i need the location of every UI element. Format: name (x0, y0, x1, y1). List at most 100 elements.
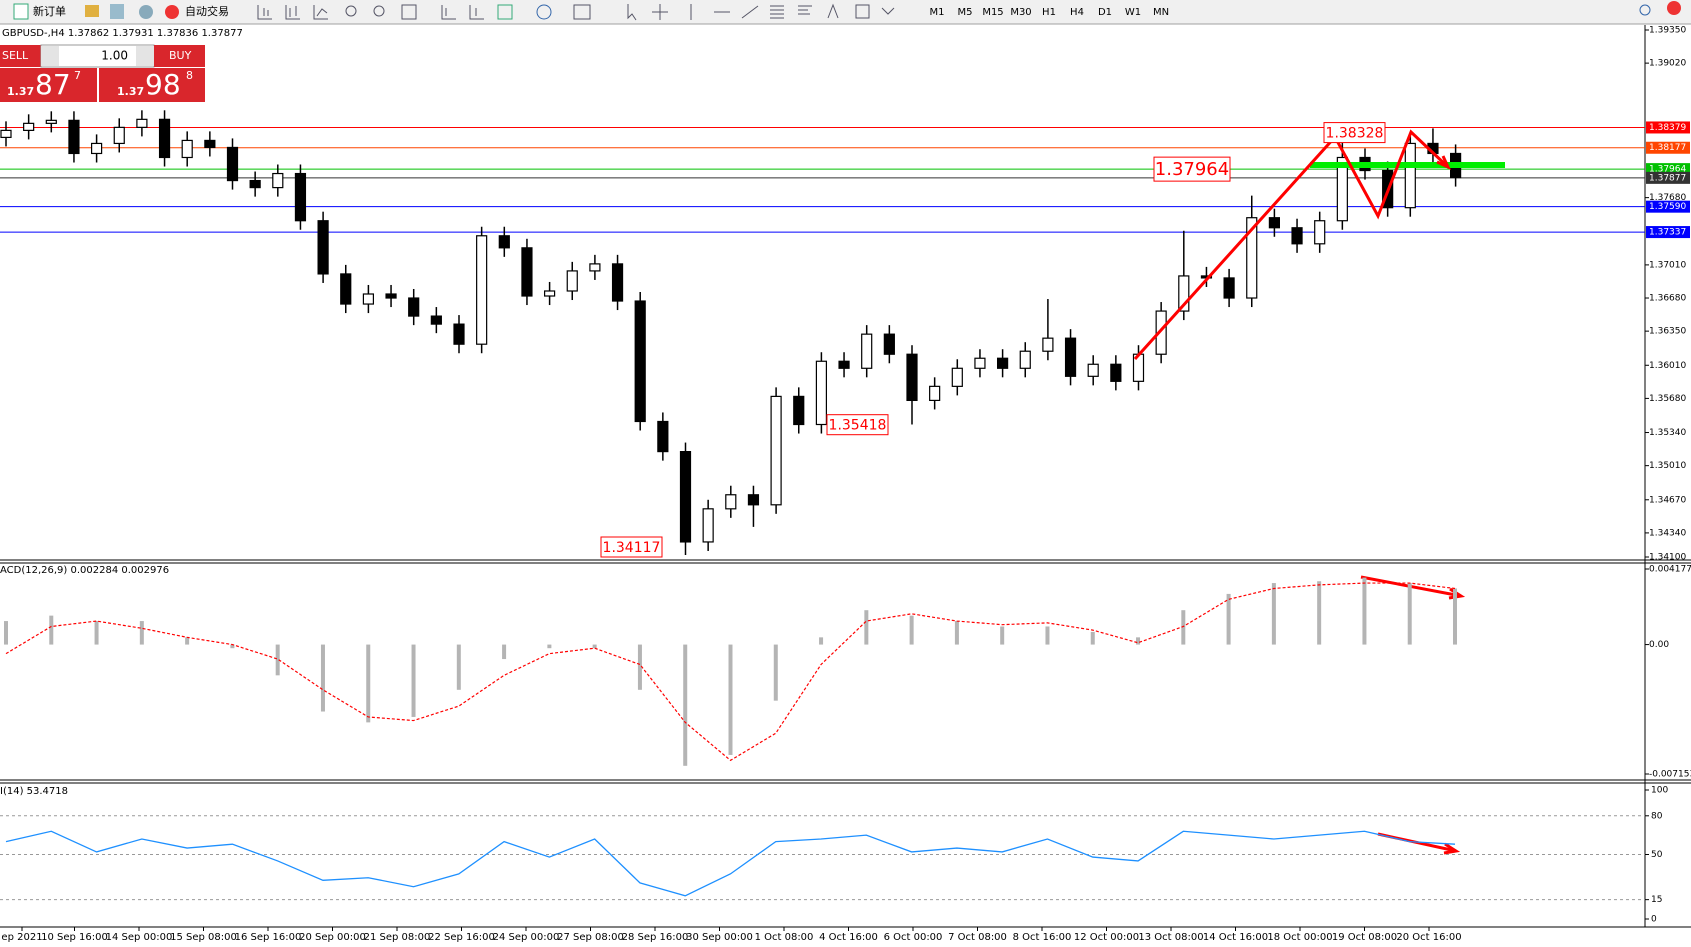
timeframe[interactable]: M30 (1010, 7, 1031, 18)
macd-bar (637, 644, 642, 690)
price-annotation-box (1323, 122, 1386, 144)
tool-icon[interactable] (345, 5, 357, 17)
macd-bar (1136, 637, 1141, 645)
price-annotation: 1.38328 (1326, 126, 1384, 142)
candle-body (679, 451, 692, 543)
y-tick-label: -0.007153 (1649, 770, 1691, 780)
x-tick-label: 15 Sep 08:00 (170, 932, 237, 943)
auto-trading[interactable]: 自动交易 (185, 4, 229, 18)
candle-body (385, 293, 397, 299)
macd-bar (547, 644, 552, 649)
candle-body (1155, 310, 1167, 355)
tool-icon[interactable] (573, 4, 591, 20)
macd-bar (456, 644, 461, 690)
sell-button[interactable] (0, 45, 41, 67)
notification-icon[interactable] (1667, 1, 1681, 15)
tool-icon[interactable] (257, 5, 272, 20)
arrow-tool[interactable] (881, 7, 895, 15)
timeframe[interactable]: H4 (1070, 7, 1084, 18)
candle-body (362, 293, 374, 305)
trendline-tool[interactable] (741, 5, 759, 19)
candle-body (340, 273, 352, 305)
macd-bar (320, 644, 325, 712)
y-tick-label: 1.35010 (1649, 461, 1686, 471)
sell-label[interactable]: SELL (2, 49, 29, 62)
price-annotation: 1.37964 (1155, 159, 1229, 180)
y-tick-label: 1.34340 (1649, 528, 1686, 538)
label-tool[interactable] (855, 4, 870, 19)
x-tick-label: 8 Oct 16:00 (1013, 932, 1072, 943)
lots-down[interactable] (41, 46, 59, 66)
candle-body (1246, 217, 1258, 299)
buy-label[interactable]: BUY (169, 49, 192, 62)
zigzag-line (1133, 129, 1450, 361)
tool-icon[interactable] (313, 5, 328, 20)
price-annotation-box (600, 536, 663, 558)
toolbar-bg (0, 0, 1691, 24)
timeframe[interactable]: W1 (1125, 7, 1141, 18)
x-tick-label: 24 Sep 00:00 (493, 932, 560, 943)
tool-icon[interactable] (110, 4, 124, 19)
candle-body (317, 220, 329, 275)
macd-bar (1362, 577, 1367, 645)
tool-icon[interactable] (536, 4, 552, 20)
auto-trading-icon[interactable] (165, 5, 179, 19)
x-tick-label: 16 Sep 16:00 (235, 932, 302, 943)
tool-icon[interactable] (441, 5, 456, 20)
x-tick-label: 21 Sep 08:00 (364, 932, 431, 943)
candle-body (23, 122, 35, 131)
x-tick-label: 18 Oct 00:00 (1267, 932, 1332, 943)
macd-bar (773, 644, 778, 701)
cursor-tool[interactable] (627, 4, 637, 21)
x-tick-label: 20 Sep 00:00 (299, 932, 366, 943)
search-icon[interactable] (1639, 4, 1651, 16)
macd-title: ACD(12,26,9) 0.002284 0.002976 (0, 565, 169, 576)
lots-up[interactable] (136, 46, 154, 66)
tool-icon[interactable] (469, 5, 484, 20)
x-tick-label: 14 Oct 16:00 (1203, 932, 1268, 943)
text-tool[interactable] (827, 3, 839, 19)
tool-icon[interactable] (401, 4, 417, 20)
sell-price[interactable] (0, 68, 97, 102)
y-tick-label: 1.36350 (1649, 327, 1686, 337)
macd-bar (683, 644, 688, 766)
tool-icon[interactable] (85, 5, 99, 17)
fibo-tool[interactable] (798, 5, 812, 15)
candle-body (611, 263, 624, 302)
timeframe[interactable]: M5 (958, 7, 973, 18)
timeframe[interactable]: D1 (1098, 7, 1112, 18)
tool-icon[interactable] (373, 5, 385, 17)
macd-bar (502, 644, 507, 660)
price-point: 7 (74, 69, 81, 82)
macd-bar (1000, 626, 1005, 645)
timeframe[interactable]: H1 (1042, 7, 1056, 18)
lots-value[interactable]: 1.00 (101, 49, 128, 63)
buy-price[interactable] (99, 68, 205, 102)
crosshair-tool[interactable] (652, 4, 668, 20)
tool-icon[interactable] (285, 5, 300, 20)
candle-body (498, 235, 510, 249)
price-pips: 98 (145, 68, 181, 101)
candle-body (204, 139, 216, 149)
toolbar: 新订单 自动交易 M1 M5 M1 (0, 0, 1691, 25)
x-tick-label: 7 Oct 08:00 (948, 932, 1007, 943)
new-order[interactable]: 新订单 (33, 4, 66, 18)
tool-icon[interactable] (497, 4, 513, 20)
y-tick-label: 15 (1651, 895, 1662, 905)
timeframe[interactable]: M15 (982, 7, 1003, 18)
buy-button[interactable] (154, 45, 205, 67)
candle-body (1178, 275, 1190, 312)
candle-body (589, 263, 601, 272)
tool-icon[interactable] (139, 5, 153, 19)
candle-body (1064, 337, 1077, 377)
timeframe[interactable]: M1 (930, 7, 945, 18)
macd-bar (1271, 583, 1276, 645)
macd-bar (909, 615, 914, 645)
candle-body (294, 172, 307, 222)
y-tick-label: 50 (1651, 850, 1663, 860)
timeframe[interactable]: MN (1153, 7, 1169, 18)
price-line-label: 1.38379 (1649, 123, 1686, 133)
channel-tool[interactable] (770, 5, 784, 19)
candle-body (747, 494, 760, 506)
new-order-icon[interactable] (13, 3, 29, 20)
